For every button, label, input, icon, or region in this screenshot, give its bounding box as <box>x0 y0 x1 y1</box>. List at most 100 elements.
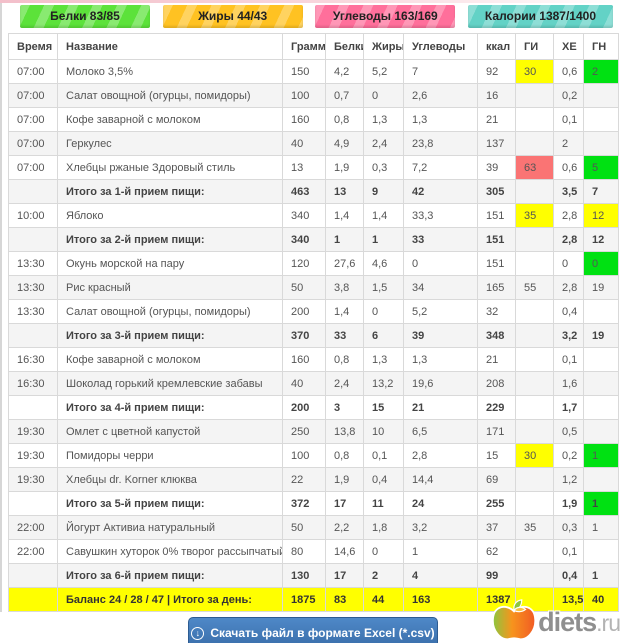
cell-name: Помидоры черри <box>57 443 283 468</box>
cell-gi <box>515 179 554 204</box>
cell-gram: 100 <box>282 443 326 468</box>
food-item-row: 19:30 Хлебцы dr. Korner клюква 22 1,9 0,4 14,… <box>8 467 619 492</box>
cell-carbs: 5,2 <box>403 299 478 324</box>
cell-gi <box>515 395 554 420</box>
cell-gn: 19 <box>583 275 619 300</box>
cell-protein: 0,7 <box>325 83 364 108</box>
cell-gn: 2 <box>583 59 619 84</box>
cell-gram: 340 <box>282 227 326 252</box>
cell-gi: 30 <box>515 443 554 468</box>
cell-gn: 1 <box>583 443 619 468</box>
cell-protein: 83 <box>325 587 364 612</box>
meal-subtotal-row: Итого за 5-й прием пищи: 372 17 11 24 255 1,9 1 <box>8 491 619 516</box>
cell-gram: 160 <box>282 347 326 372</box>
cell-kcal: 39 <box>477 155 516 180</box>
cell-xe: 1,2 <box>553 467 584 492</box>
cell-fat: 0,3 <box>363 155 404 180</box>
cell-fat: 1,3 <box>363 107 404 132</box>
cell-name: Рис красный <box>57 275 283 300</box>
cell-carbs: 1,3 <box>403 107 478 132</box>
cell-kcal: 151 <box>477 203 516 228</box>
cell-carbs: 24 <box>403 491 478 516</box>
cell-xe: 0,2 <box>553 443 584 468</box>
cell-fat: 5,2 <box>363 59 404 84</box>
cell-fat: 1 <box>363 227 404 252</box>
cell-kcal: 15 <box>477 443 516 468</box>
cell-fat: 2,4 <box>363 131 404 156</box>
cell-gn <box>583 347 619 372</box>
cell-name: Йогурт Активиа натуральный <box>57 515 283 540</box>
column-header-gi: ГИ <box>515 33 554 60</box>
cell-fat: 2 <box>363 563 404 588</box>
cell-xe: 2 <box>553 131 584 156</box>
cell-kcal: 32 <box>477 299 516 324</box>
cell-protein: 1,4 <box>325 203 364 228</box>
meal-subtotal-row: Итого за 1-й прием пищи: 463 13 9 42 305 3,5 7 <box>8 179 619 204</box>
column-header-fat: Жиры <box>363 33 404 60</box>
cell-carbs: 33 <box>403 227 478 252</box>
cell-xe: 1,7 <box>553 395 584 420</box>
cell-gram: 200 <box>282 299 326 324</box>
cell-gn: 1 <box>583 491 619 516</box>
cell-gn <box>583 299 619 324</box>
cell-carbs: 14,4 <box>403 467 478 492</box>
cell-carbs: 33,3 <box>403 203 478 228</box>
meal-subtotal-row: Итого за 2-й прием пищи: 340 1 1 33 151 2,8 12 <box>8 227 619 252</box>
cell-gn: 19 <box>583 323 619 348</box>
cell-protein: 0,8 <box>325 347 364 372</box>
cell-gn <box>583 467 619 492</box>
food-item-row: 07:00 Кофе заварной с молоком 160 0,8 1,3 1,3… <box>8 107 619 132</box>
cell-carbs: 34 <box>403 275 478 300</box>
cell-gram: 1875 <box>282 587 326 612</box>
cell-gi <box>515 83 554 108</box>
cell-gi <box>515 491 554 516</box>
cell-kcal: 21 <box>477 347 516 372</box>
food-item-row: 07:00 Молоко 3,5% 150 4,2 5,2 7 92 30 0,6 2 <box>8 59 619 84</box>
cell-gi <box>515 467 554 492</box>
column-header-protein: Белки <box>325 33 364 60</box>
cell-gn <box>583 131 619 156</box>
cell-gi <box>515 539 554 564</box>
nutrition-summary-badges: Белки 83/85 Жиры 44/43 Углеводы 163/169 … <box>20 5 613 28</box>
cell-time: 19:30 <box>8 419 58 444</box>
meal-subtotal-row: Итого за 4-й прием пищи: 200 3 15 21 229 1,7 <box>8 395 619 420</box>
cell-time: 19:30 <box>8 467 58 492</box>
cell-xe: 0,3 <box>553 515 584 540</box>
cell-gi <box>515 419 554 444</box>
food-item-row: 19:30 Омлет с цветной капустой 250 13,8 10 6,… <box>8 419 619 444</box>
cell-gi <box>515 371 554 396</box>
cell-name: Шоколад горький кремлевские забавы <box>57 371 283 396</box>
cell-gn <box>583 107 619 132</box>
cell-fat: 13,2 <box>363 371 404 396</box>
cell-name: Яблоко <box>57 203 283 228</box>
cell-carbs: 23,8 <box>403 131 478 156</box>
cell-name: Баланс 24 / 28 / 47 | Итого за день: <box>57 587 283 612</box>
cell-protein: 1,9 <box>325 155 364 180</box>
column-header-kcal: ккал <box>477 33 516 60</box>
cell-protein: 14,6 <box>325 539 364 564</box>
cell-xe: 2,8 <box>553 227 584 252</box>
cell-carbs: 2,6 <box>403 83 478 108</box>
cell-fat: 4,6 <box>363 251 404 276</box>
cell-name: Омлет с цветной капустой <box>57 419 283 444</box>
cell-xe: 0,1 <box>553 539 584 564</box>
cell-xe: 1,6 <box>553 371 584 396</box>
cell-kcal: 62 <box>477 539 516 564</box>
cell-gram: 370 <box>282 323 326 348</box>
cell-carbs: 39 <box>403 323 478 348</box>
column-header-gn: ГН <box>583 33 619 60</box>
cell-xe: 0,4 <box>553 299 584 324</box>
cell-gn: 1 <box>583 515 619 540</box>
cell-name: Итого за 6-й прием пищи: <box>57 563 283 588</box>
food-item-row: 22:00 Савушкин хуторок 0% творог рассыпча… <box>8 539 619 564</box>
cell-gram: 40 <box>282 371 326 396</box>
food-table-body: 07:00 Молоко 3,5% 150 4,2 5,2 7 92 30 0,6 2 07:00 С… <box>8 59 619 612</box>
cell-protein: 2,2 <box>325 515 364 540</box>
download-excel-button[interactable]: ↓ Скачать файл в формате Excel (*.csv) <box>188 617 438 643</box>
cell-protein: 3,8 <box>325 275 364 300</box>
cell-kcal: 348 <box>477 323 516 348</box>
cell-time <box>8 227 58 252</box>
cell-protein: 3 <box>325 395 364 420</box>
cell-gn: 7 <box>583 179 619 204</box>
cell-carbs: 7,2 <box>403 155 478 180</box>
